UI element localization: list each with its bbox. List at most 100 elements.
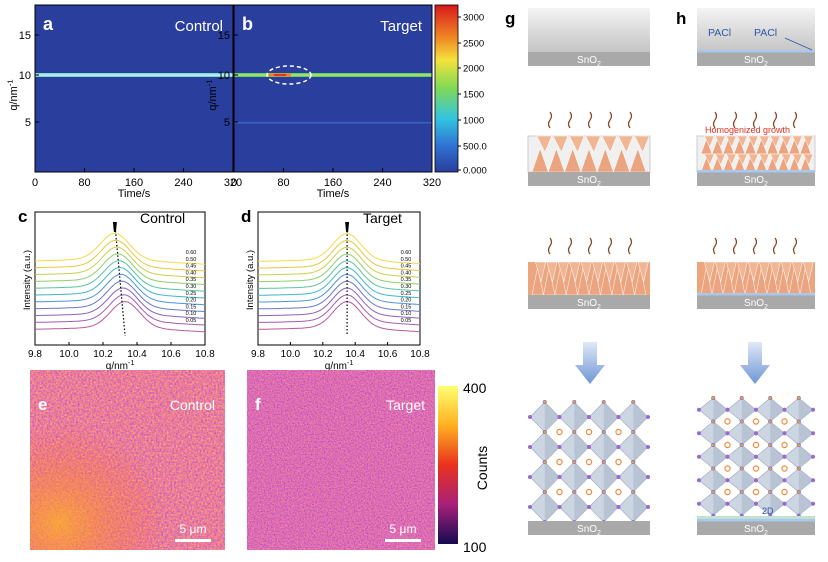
pl-map [247, 370, 435, 550]
scale-bar-label: 5 μm [390, 522, 417, 536]
crystal-grain [725, 261, 737, 282]
b-atom [543, 460, 547, 464]
crystal-grain [769, 135, 781, 148]
octahedron-face [741, 421, 756, 445]
octahedron-face [713, 398, 728, 422]
b-atom [768, 490, 772, 494]
b-atom [631, 430, 635, 434]
substrate-label: SnO2 [577, 524, 601, 537]
panel-title: Control [140, 210, 185, 226]
curve-label: 0.25 [186, 291, 197, 297]
x-tick-label: 80 [78, 177, 90, 189]
b-atom [572, 460, 576, 464]
halide-atom [616, 475, 621, 479]
layer-2d-label: 2D [762, 506, 774, 516]
crystal-grain [802, 153, 814, 166]
crystal-grain [758, 135, 770, 148]
vapor [607, 237, 613, 255]
precursor-film [528, 8, 650, 52]
halide-atom [557, 475, 562, 479]
heatmap [35, 5, 233, 172]
crystal-grain [780, 153, 792, 166]
x-tick-label: 10.4 [345, 349, 365, 360]
octahedron-face [544, 462, 560, 492]
vapor [772, 111, 778, 129]
halide-atom [725, 478, 730, 483]
a-cation [724, 441, 731, 449]
hot-region [30, 370, 225, 550]
crystal-grain [536, 135, 552, 153]
pacl-layer [697, 293, 815, 296]
crystal-grain [736, 135, 748, 148]
crystal-grain [747, 135, 759, 148]
halide-atom [725, 407, 730, 412]
halide-atom [528, 445, 532, 449]
profile-curve [257, 239, 421, 271]
substrate-sub: 2 [764, 61, 768, 68]
colorbar-max: 400 [463, 380, 487, 396]
x-tick-label: 160 [125, 177, 143, 189]
curve-label: 0.10 [186, 311, 197, 317]
curve-label: 0.20 [186, 298, 197, 304]
a-cation [724, 418, 731, 425]
axis-label: q/nm-1 [106, 360, 135, 372]
profile-curve [35, 294, 206, 326]
substrate-base: SnO [744, 524, 764, 535]
profile-curve [35, 287, 206, 319]
vapor [772, 237, 778, 255]
b-atom [740, 420, 744, 423]
profile-curve [257, 287, 421, 319]
crystal-grain [791, 153, 803, 166]
substrate-sub: 2 [597, 181, 601, 188]
panel-title: Control [175, 18, 223, 35]
halide-atom [697, 478, 701, 483]
substrate [528, 52, 650, 66]
b-atom [572, 430, 576, 434]
x-tick-label: 10.8 [195, 349, 215, 360]
octahedron-face [713, 468, 728, 492]
substrate-sub: 2 [597, 530, 601, 537]
x-tick-label: 10.2 [313, 349, 333, 360]
profile-curve [257, 280, 421, 312]
faint-band [234, 122, 432, 124]
vapor [752, 237, 758, 255]
octahedron-face [798, 398, 813, 422]
substrate-label: SnO2 [744, 524, 768, 537]
crystal-grain [758, 153, 770, 166]
halide-atom [725, 454, 730, 459]
a-cation [556, 428, 563, 436]
vapor [732, 237, 738, 255]
halide-atom [528, 415, 532, 419]
axis-label-base: q/nm [106, 361, 128, 372]
a-cation [752, 465, 760, 472]
crystal-grain [626, 261, 638, 283]
halide-atom [646, 445, 650, 449]
pacl-layer [697, 170, 815, 173]
y-tick-label: 15 [218, 30, 230, 42]
crystal-grain [714, 153, 726, 166]
halide-atom [616, 445, 621, 449]
peak-marker [112, 222, 117, 232]
octahedron-face [633, 492, 648, 522]
axis-label-sup: -1 [347, 360, 353, 367]
octahedron-face [633, 432, 648, 462]
scale-bar-label: 5 μm [180, 522, 207, 536]
octahedron-face [798, 445, 813, 469]
halide-atom [646, 475, 650, 479]
process-arrow [740, 342, 770, 384]
signal-core [234, 74, 432, 76]
panel-title: Control [170, 397, 215, 413]
octahedron-face [798, 421, 813, 445]
substrate-base: SnO [577, 175, 597, 186]
octahedron-face [713, 492, 728, 516]
y-axis-label: Intensity (a.u.) [245, 250, 256, 310]
x-tick-label: 10.8 [410, 349, 430, 360]
colorbar-tick-label: 2500 [463, 39, 484, 50]
octahedron-face [574, 492, 589, 522]
halide-atom [587, 445, 591, 449]
halide-atom [754, 431, 758, 436]
substrate-base: SnO [744, 298, 764, 309]
octahedron-face [798, 492, 813, 516]
octahedron-face [770, 445, 785, 469]
octahedron-face [770, 421, 785, 445]
